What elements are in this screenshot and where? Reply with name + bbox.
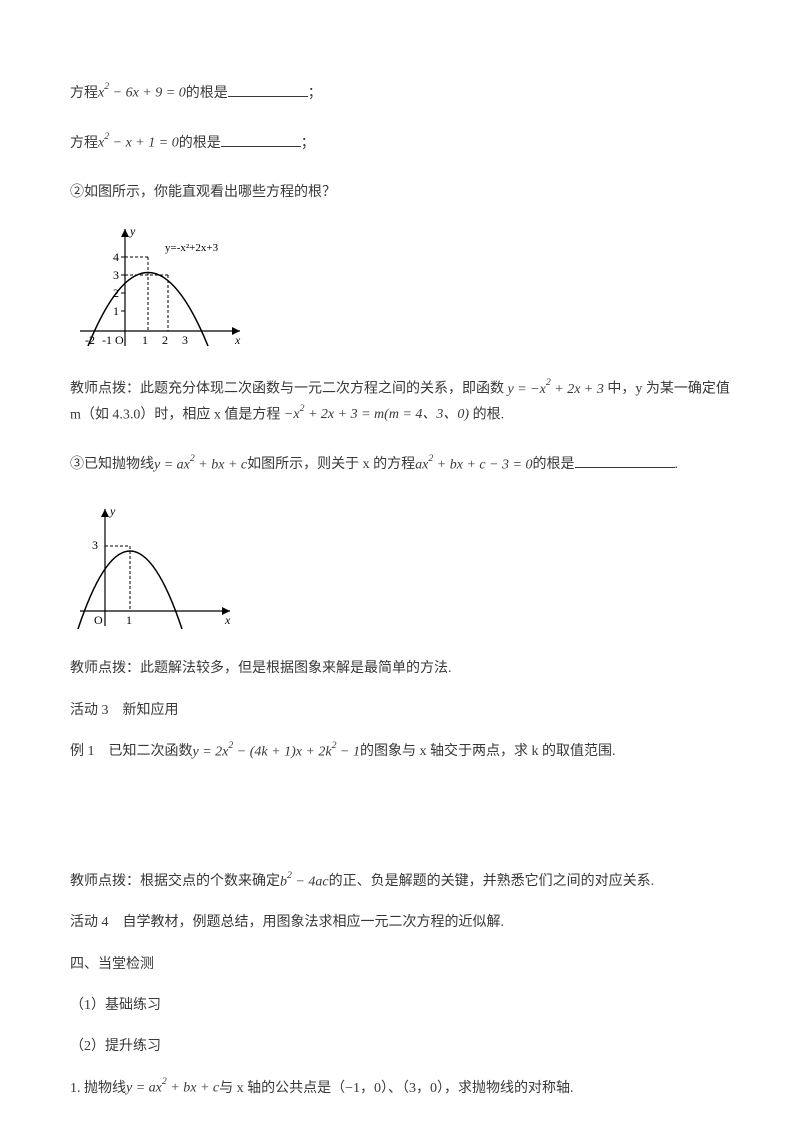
parabola-graph-1: -2 -1 O 1 2 3 1 2 3 4 x y y=-x²+2x+3 xyxy=(70,221,250,351)
prob1-suffix: 与 x 轴的公共点是（−1，0）、（3，0），求抛物线的对称轴. xyxy=(219,1076,573,1101)
svg-text:1: 1 xyxy=(126,613,132,627)
teacher-tip-1: 教师点拨：此题充分体现二次函数与一元二次方程之间的关系，即函数 y = −x2 … xyxy=(70,376,730,428)
tip1-tail: 的根. xyxy=(473,407,505,422)
tip1-formula2: −x2 + 2x + 3 = m(m = 4、3、0) xyxy=(284,407,469,422)
ex1-formula: y = 2x2 − (4k + 1)x + 2k2 − 1 xyxy=(193,739,360,765)
p1-text: （1）基础练习 xyxy=(70,993,161,1018)
tip3-suffix: 的正、负是解题的关键，并熟悉它们之间的对应关系. xyxy=(329,869,655,894)
teacher-tip-3: 教师点拨：根据交点的个数来确定 b2 − 4ac 的正、负是解题的关键，并熟悉它… xyxy=(70,869,730,895)
tip2-text: 教师点拨：此题解法较多，但是根据图象来解是最简单的方法. xyxy=(70,656,452,681)
eq2-blank xyxy=(221,133,301,147)
eq2-suffix: 的根是 xyxy=(179,131,221,156)
q2-text: ②如图所示，你能直观看出哪些方程的根？ xyxy=(70,180,336,205)
question-3: ③已知抛物线 y = ax2 + bx + c 如图所示，则关于 x 的方程 a… xyxy=(70,452,730,478)
prob1-prefix: 1. 抛物线 xyxy=(70,1076,126,1101)
equation-1-line: 方程 x2 − 6x + 9 = 0 的根是 ； xyxy=(70,80,730,106)
act4-text: 活动 4 自学教材，例题总结，用图象法求相应一元二次方程的近似解. xyxy=(70,910,504,935)
svg-text:x: x xyxy=(234,333,241,347)
tip3-prefix: 教师点拨：根据交点的个数来确定 xyxy=(70,869,280,894)
activity-3: 活动 3 新知应用 xyxy=(70,698,730,723)
graph-2: 3 O 1 x y xyxy=(70,501,730,636)
eq1-formula: x2 − 6x + 9 = 0 xyxy=(98,80,186,106)
tip1-prefix: 教师点拨：此题充分体现二次函数与一元二次方程之间的关系，即函数 xyxy=(70,382,508,397)
problem-1: 1. 抛物线 y = ax2 + bx + c 与 x 轴的公共点是（−1，0）… xyxy=(70,1075,730,1101)
svg-text:y: y xyxy=(129,224,136,238)
q3-mid: 如图所示，则关于 x 的方程 xyxy=(247,452,415,477)
tip3-formula: b2 − 4ac xyxy=(280,869,329,895)
tip1-formula1: y = −x2 + 2x + 3 xyxy=(508,382,604,397)
eq1-prefix: 方程 xyxy=(70,81,98,106)
q3-formula2: ax2 + bx + c − 3 = 0 xyxy=(415,452,532,478)
svg-text:-1: -1 xyxy=(102,333,112,347)
act3-text: 活动 3 新知应用 xyxy=(70,698,179,723)
svg-text:1: 1 xyxy=(142,333,148,347)
section-4-heading: 四、当堂检测 xyxy=(70,952,730,977)
work-space xyxy=(70,789,730,869)
svg-text:2: 2 xyxy=(113,286,119,300)
example-1: 例 1 已知二次函数 y = 2x2 − (4k + 1)x + 2k2 − 1… xyxy=(70,739,730,765)
parabola-graph-2: 3 O 1 x y xyxy=(70,501,240,631)
svg-text:O: O xyxy=(94,613,103,627)
ex1-prefix: 例 1 已知二次函数 xyxy=(70,739,193,764)
ex1-suffix: 的图象与 x 轴交于两点，求 k 的取值范围. xyxy=(360,739,616,764)
svg-text:3: 3 xyxy=(113,268,119,282)
eq2-tail: ； xyxy=(301,131,315,156)
svg-text:y=-x²+2x+3: y=-x²+2x+3 xyxy=(165,242,219,254)
equation-2-line: 方程 x2 − x + 1 = 0 的根是 ； xyxy=(70,130,730,156)
p2-text: （2）提升练习 xyxy=(70,1034,161,1059)
q3-suffix: 的根是 xyxy=(533,452,575,477)
practice-1: （1）基础练习 xyxy=(70,993,730,1018)
teacher-tip-2: 教师点拨：此题解法较多，但是根据图象来解是最简单的方法. xyxy=(70,656,730,681)
q3-tail: . xyxy=(675,452,679,477)
q3-formula1: y = ax2 + bx + c xyxy=(154,452,247,478)
eq1-tail: ； xyxy=(308,81,322,106)
svg-text:y: y xyxy=(109,504,116,518)
activity-4: 活动 4 自学教材，例题总结，用图象法求相应一元二次方程的近似解. xyxy=(70,910,730,935)
svg-text:1: 1 xyxy=(113,304,119,318)
practice-2: （2）提升练习 xyxy=(70,1034,730,1059)
prob1-formula: y = ax2 + bx + c xyxy=(126,1075,219,1101)
eq1-suffix: 的根是 xyxy=(186,81,228,106)
svg-text:3: 3 xyxy=(182,333,188,347)
question-2: ②如图所示，你能直观看出哪些方程的根？ xyxy=(70,180,730,205)
graph-1: -2 -1 O 1 2 3 1 2 3 4 x y y=-x²+2x+3 xyxy=(70,221,730,356)
svg-text:-2: -2 xyxy=(85,333,95,347)
sec4-text: 四、当堂检测 xyxy=(70,952,154,977)
q3-blank xyxy=(575,454,675,468)
eq2-formula: x2 − x + 1 = 0 xyxy=(98,130,179,156)
svg-text:3: 3 xyxy=(92,538,98,552)
q3-prefix: ③已知抛物线 xyxy=(70,452,154,477)
svg-text:2: 2 xyxy=(162,333,168,347)
svg-text:O: O xyxy=(115,333,124,347)
svg-text:x: x xyxy=(224,613,231,627)
eq1-blank xyxy=(228,83,308,97)
eq2-prefix: 方程 xyxy=(70,131,98,156)
svg-text:4: 4 xyxy=(113,250,119,264)
